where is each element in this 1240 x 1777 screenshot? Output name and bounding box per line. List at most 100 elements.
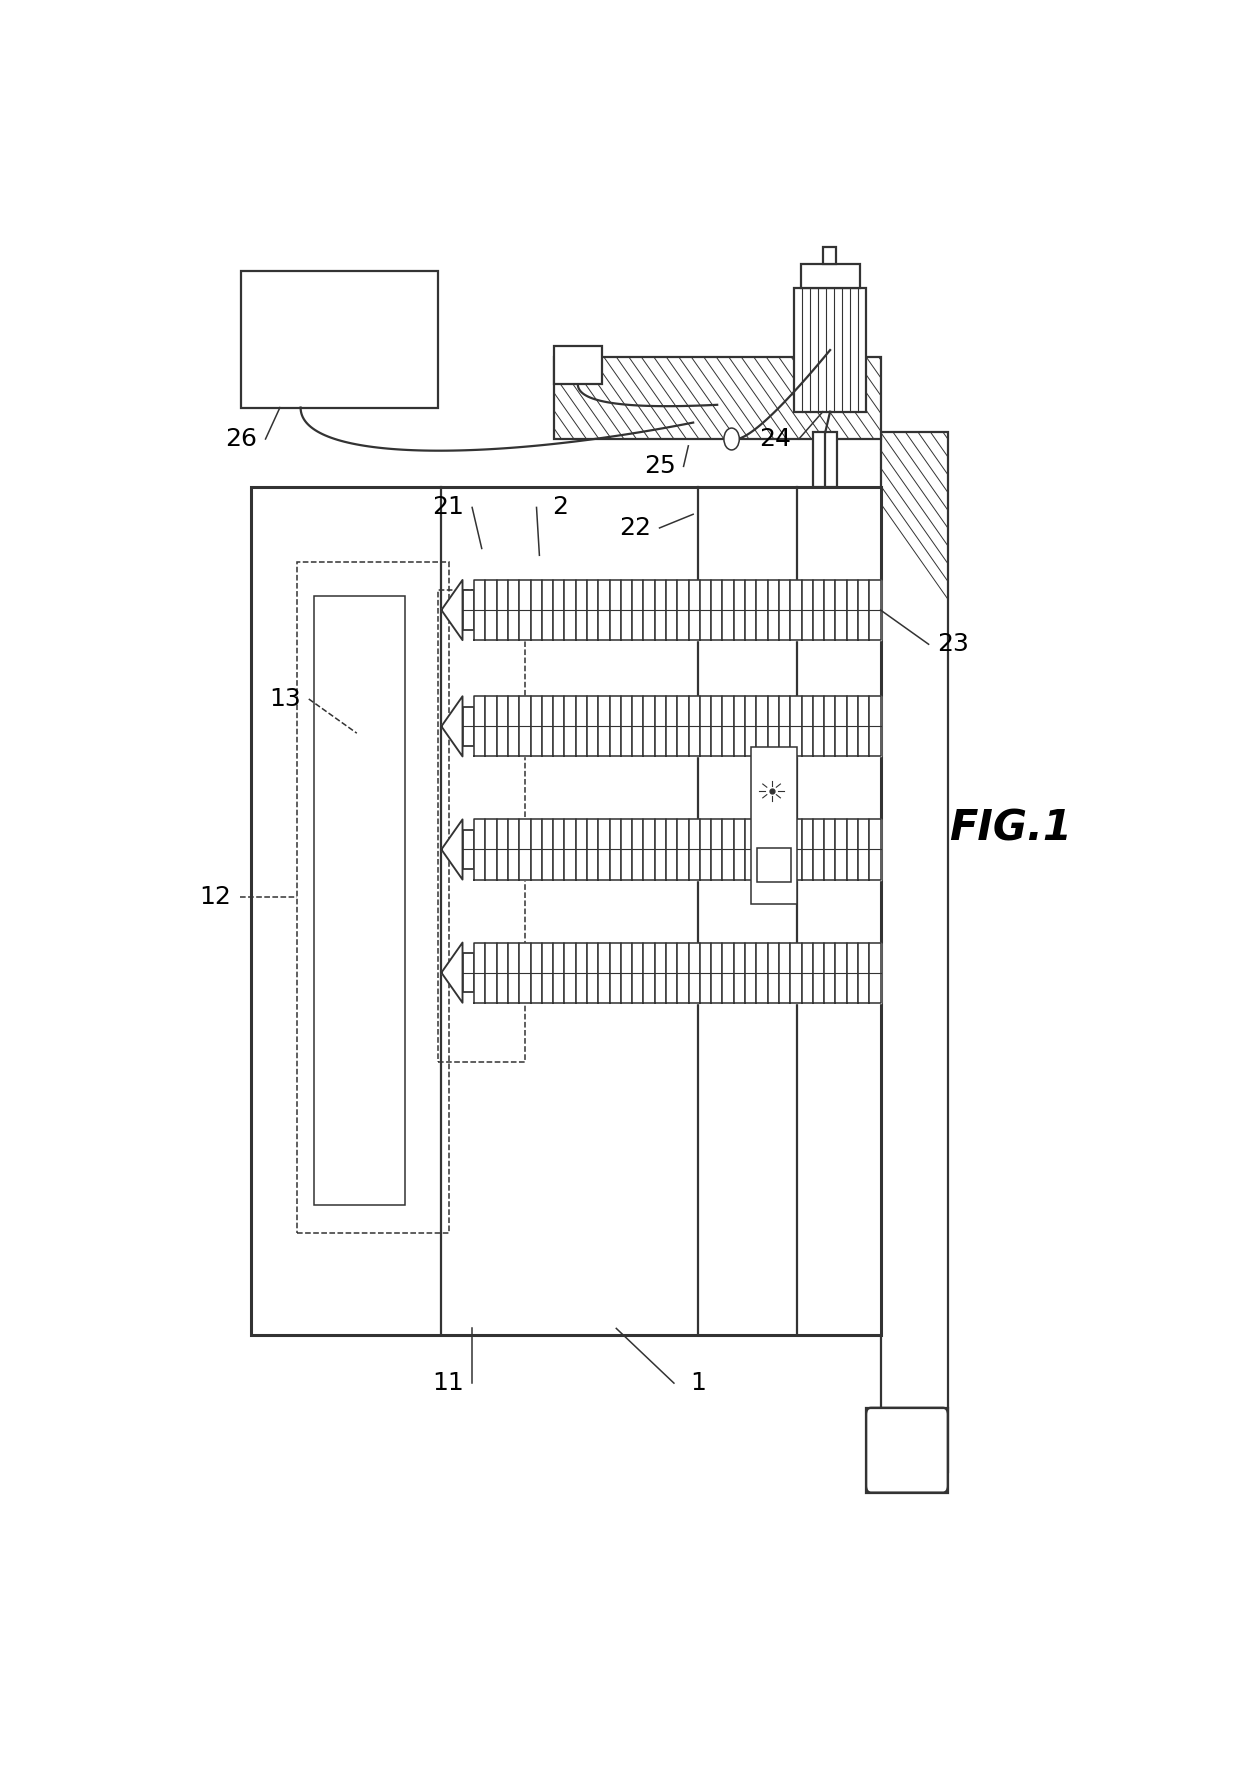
Text: 25: 25 xyxy=(644,455,676,478)
Bar xyxy=(756,848,791,881)
Polygon shape xyxy=(688,819,699,880)
Polygon shape xyxy=(712,579,723,640)
Polygon shape xyxy=(712,697,723,757)
Polygon shape xyxy=(847,579,858,640)
Polygon shape xyxy=(836,697,847,757)
Polygon shape xyxy=(632,697,644,757)
Polygon shape xyxy=(497,697,508,757)
Polygon shape xyxy=(655,942,666,1002)
Polygon shape xyxy=(508,697,520,757)
Polygon shape xyxy=(655,819,666,880)
Bar xyxy=(751,746,797,904)
Polygon shape xyxy=(553,942,564,1002)
Polygon shape xyxy=(531,579,542,640)
Polygon shape xyxy=(497,819,508,880)
Bar xyxy=(880,432,947,1471)
Polygon shape xyxy=(779,697,790,757)
Text: 26: 26 xyxy=(226,426,258,451)
Polygon shape xyxy=(655,697,666,757)
Polygon shape xyxy=(520,942,531,1002)
Polygon shape xyxy=(564,819,575,880)
Polygon shape xyxy=(790,697,801,757)
Polygon shape xyxy=(508,942,520,1002)
Polygon shape xyxy=(734,819,745,880)
Polygon shape xyxy=(632,942,644,1002)
Polygon shape xyxy=(587,697,598,757)
Polygon shape xyxy=(847,819,858,880)
Polygon shape xyxy=(644,697,655,757)
Polygon shape xyxy=(553,819,564,880)
Polygon shape xyxy=(564,579,575,640)
Text: 21: 21 xyxy=(433,496,464,519)
Polygon shape xyxy=(575,942,587,1002)
Polygon shape xyxy=(441,819,463,880)
Polygon shape xyxy=(485,942,497,1002)
Text: 13: 13 xyxy=(269,688,300,711)
Polygon shape xyxy=(587,579,598,640)
Polygon shape xyxy=(575,819,587,880)
Polygon shape xyxy=(836,579,847,640)
Polygon shape xyxy=(745,942,756,1002)
Polygon shape xyxy=(858,942,869,1002)
Polygon shape xyxy=(858,819,869,880)
Polygon shape xyxy=(644,942,655,1002)
Polygon shape xyxy=(677,819,688,880)
Polygon shape xyxy=(677,697,688,757)
Polygon shape xyxy=(485,819,497,880)
Polygon shape xyxy=(723,579,734,640)
Bar xyxy=(298,562,449,1233)
Polygon shape xyxy=(790,579,801,640)
Polygon shape xyxy=(699,579,712,640)
Polygon shape xyxy=(553,697,564,757)
Polygon shape xyxy=(745,697,756,757)
Polygon shape xyxy=(745,579,756,640)
Polygon shape xyxy=(542,697,553,757)
Polygon shape xyxy=(632,819,644,880)
Polygon shape xyxy=(644,579,655,640)
Polygon shape xyxy=(779,942,790,1002)
Bar xyxy=(794,288,866,412)
Polygon shape xyxy=(531,697,542,757)
Text: 12: 12 xyxy=(200,885,232,910)
Polygon shape xyxy=(587,942,598,1002)
Polygon shape xyxy=(621,819,632,880)
Polygon shape xyxy=(836,819,847,880)
Polygon shape xyxy=(723,942,734,1002)
Polygon shape xyxy=(542,942,553,1002)
Polygon shape xyxy=(621,942,632,1002)
Polygon shape xyxy=(869,819,880,880)
Polygon shape xyxy=(790,819,801,880)
Polygon shape xyxy=(542,819,553,880)
Polygon shape xyxy=(474,579,485,640)
Polygon shape xyxy=(520,819,531,880)
Bar xyxy=(554,347,601,384)
Polygon shape xyxy=(508,579,520,640)
Polygon shape xyxy=(768,819,779,880)
Polygon shape xyxy=(598,819,610,880)
Polygon shape xyxy=(688,697,699,757)
Polygon shape xyxy=(485,697,497,757)
Circle shape xyxy=(724,428,739,450)
Polygon shape xyxy=(621,697,632,757)
Bar xyxy=(314,597,404,1205)
Polygon shape xyxy=(666,697,677,757)
Polygon shape xyxy=(801,579,812,640)
Polygon shape xyxy=(723,819,734,880)
Polygon shape xyxy=(869,579,880,640)
Polygon shape xyxy=(869,697,880,757)
Polygon shape xyxy=(564,697,575,757)
Polygon shape xyxy=(825,579,836,640)
Polygon shape xyxy=(688,942,699,1002)
Polygon shape xyxy=(497,942,508,1002)
Polygon shape xyxy=(677,579,688,640)
Polygon shape xyxy=(836,942,847,1002)
Bar xyxy=(801,263,861,288)
Polygon shape xyxy=(441,579,463,640)
Polygon shape xyxy=(825,942,836,1002)
Polygon shape xyxy=(520,579,531,640)
Polygon shape xyxy=(598,579,610,640)
Polygon shape xyxy=(610,579,621,640)
Bar xyxy=(813,432,837,487)
Polygon shape xyxy=(825,819,836,880)
Polygon shape xyxy=(666,579,677,640)
